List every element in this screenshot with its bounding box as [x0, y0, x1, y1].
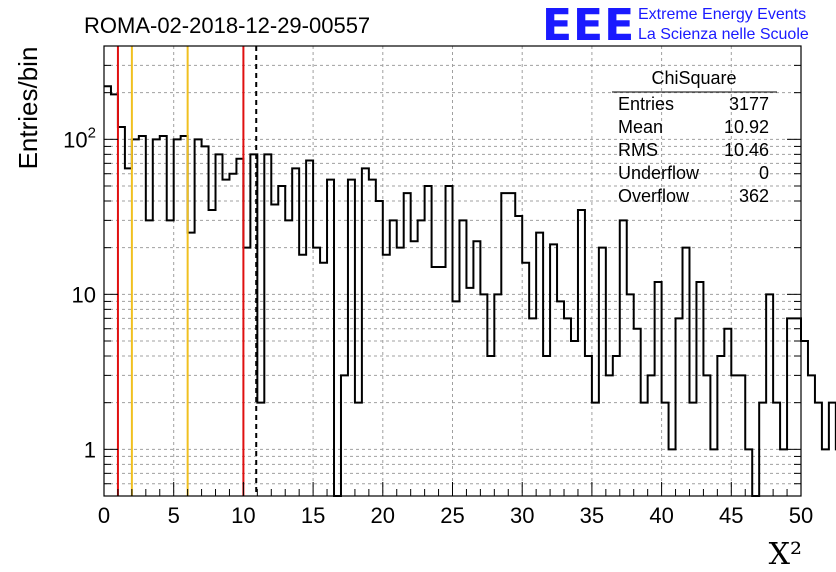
reference-lines [116, 46, 258, 496]
x-tick-label: 0 [98, 503, 110, 528]
axis-ticks [103, 64, 802, 496]
logo-line-1: Extreme Energy Events [638, 6, 806, 23]
x-tick-label: 15 [301, 503, 325, 528]
histogram-line [104, 85, 836, 497]
histogram-series [104, 85, 836, 497]
stats-header: ChiSquare [651, 68, 736, 88]
stats-row-value: 10.46 [724, 140, 769, 160]
x-tick-label: 20 [371, 503, 395, 528]
x-axis-title: Χ² [769, 537, 802, 572]
x-tick-label: 40 [649, 503, 673, 528]
x-tick-label: 50 [789, 503, 813, 528]
stats-row-label: Overflow [618, 186, 690, 206]
stats-row-value: 3177 [729, 94, 769, 114]
stats-row-label: Entries [618, 94, 674, 114]
x-tick-label: 45 [719, 503, 743, 528]
stats-row-value: 0 [759, 163, 769, 183]
x-tick-label: 10 [231, 503, 255, 528]
x-tick-label: 25 [440, 503, 464, 528]
stats-row-label: RMS [618, 140, 658, 160]
x-tick-label: 35 [580, 503, 604, 528]
logo-text: EEE [542, 0, 635, 51]
x-tick-label: 30 [510, 503, 534, 528]
logo-line-2: La Scienza nelle Scuole [638, 26, 809, 43]
x-tick-label: 5 [168, 503, 180, 528]
y-tick-label: 102 [63, 124, 96, 152]
y-axis-title: Entries/bin [13, 47, 43, 170]
stats-row-label: Underflow [618, 163, 700, 183]
y-tick-label: 1 [84, 437, 96, 462]
stats-row-value: 362 [739, 186, 769, 206]
stats-row-label: Mean [618, 117, 663, 137]
chart-title: ROMA-02-2018-12-29-00557 [84, 13, 370, 38]
y-tick-label: 10 [72, 282, 96, 307]
eee-logo: EEE Extreme Energy Events La Scienza nel… [542, 0, 809, 51]
tick-labels: 0 5 10 15 20 25 30 35 40 45 50 1 10 102 [63, 124, 813, 528]
stats-box: ChiSquare Entries 3177 Mean 10.92 RMS 10… [612, 68, 777, 206]
stats-row-value: 10.92 [724, 117, 769, 137]
